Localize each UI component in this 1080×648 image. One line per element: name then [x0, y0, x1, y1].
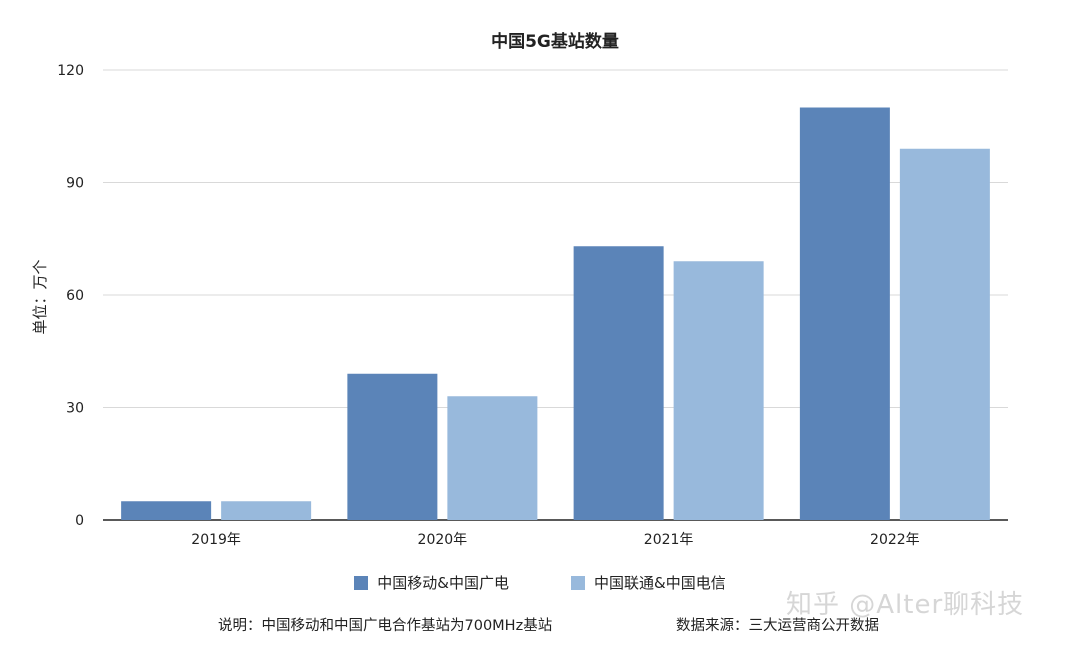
x-tick-label: 2021年 — [644, 532, 694, 548]
legend: 中国移动&中国广电 中国联通&中国电信 — [0, 572, 1080, 593]
bar-series-1-0 — [121, 501, 212, 520]
legend-label-series-2: 中国联通&中国电信 — [594, 574, 726, 592]
x-tick-label: 2020年 — [418, 532, 468, 548]
chart-title: 中国5G基站数量 — [491, 31, 619, 52]
footnote-note: 说明：中国移动和中国广电合作基站为700MHz基站 — [218, 618, 553, 634]
bar-series-2-0 — [221, 501, 312, 520]
legend-swatch-series-1 — [354, 575, 369, 590]
x-tick-label: 2022年 — [870, 532, 920, 548]
bar-series-2-3 — [899, 148, 990, 520]
bars — [121, 107, 990, 520]
watermark: 知乎 @Alter聊科技 — [786, 590, 1025, 620]
bar-series-1-3 — [799, 107, 890, 520]
y-tick-label: 90 — [66, 176, 84, 192]
y-tick-labels: 0 30 60 90 120 — [57, 63, 84, 529]
legend-label-series-1: 中国移动&中国广电 — [377, 574, 509, 592]
bar-series-2-1 — [447, 396, 538, 520]
legend-item-series-2: 中国联通&中国电信 — [571, 572, 726, 593]
legend-item-series-1: 中国移动&中国广电 — [354, 572, 509, 593]
y-axis-label: 单位：万个 — [31, 259, 49, 334]
x-tick-labels: 2019年 2020年 2021年 2022年 — [191, 532, 919, 548]
x-tick-label: 2019年 — [191, 532, 241, 548]
footnote-source: 数据来源：三大运营商公开数据 — [676, 618, 879, 634]
bar-series-1-2 — [573, 246, 664, 520]
y-tick-label: 60 — [66, 288, 84, 304]
y-tick-label: 120 — [57, 63, 84, 79]
y-tick-label: 30 — [66, 401, 84, 417]
bar-series-1-1 — [347, 373, 438, 520]
bar-series-2-2 — [673, 261, 764, 520]
y-tick-label: 0 — [75, 513, 84, 529]
legend-swatch-series-2 — [571, 575, 585, 590]
